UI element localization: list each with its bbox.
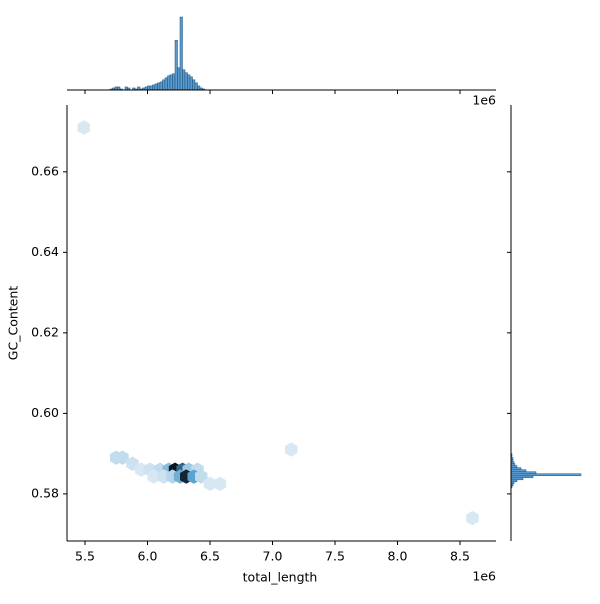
y-tick-label: 0.64 bbox=[31, 244, 59, 259]
hist-bar bbox=[147, 85, 151, 91]
y-tick-label: 0.58 bbox=[31, 485, 59, 500]
x-offset-label: 1e6 bbox=[472, 569, 496, 584]
x-tick-label: 6.0 bbox=[138, 549, 158, 564]
hist-bar bbox=[197, 85, 201, 91]
x-tick-label: 5.5 bbox=[75, 549, 95, 564]
hist-bar bbox=[510, 465, 518, 468]
hist-bar bbox=[510, 473, 582, 477]
hex-cell bbox=[285, 442, 298, 457]
hist-bar bbox=[189, 76, 193, 91]
hist-bar bbox=[177, 67, 181, 91]
y-tick-label: 0.62 bbox=[31, 324, 59, 339]
x-axis-label: total_length bbox=[243, 570, 318, 585]
y-tick-label: 0.66 bbox=[31, 163, 59, 178]
hex-cell bbox=[466, 510, 479, 526]
hist-bar bbox=[174, 40, 178, 91]
hist-bar bbox=[510, 477, 524, 481]
hex-cell bbox=[116, 450, 129, 465]
x-tick-label: 6.5 bbox=[200, 549, 220, 564]
hist-bar bbox=[154, 83, 158, 91]
hist-bar bbox=[510, 479, 518, 483]
y-tick-label: 0.60 bbox=[31, 405, 59, 420]
hist-bar bbox=[192, 79, 196, 91]
hist-bar bbox=[187, 74, 191, 91]
hex-cell bbox=[77, 120, 90, 135]
hex-cell bbox=[213, 476, 227, 491]
hist-bar bbox=[152, 84, 156, 91]
hist-bar bbox=[179, 16, 183, 91]
hist-bar bbox=[149, 85, 153, 91]
hist-bar bbox=[194, 82, 198, 91]
hist-bar bbox=[510, 469, 527, 473]
hist-bar bbox=[157, 82, 161, 91]
hist-bar bbox=[162, 79, 166, 91]
hist-bar bbox=[167, 75, 171, 91]
hist-bar bbox=[182, 69, 186, 91]
hist-bar bbox=[510, 471, 537, 475]
hist-bar bbox=[169, 74, 173, 91]
hist-bar bbox=[159, 81, 163, 91]
x-tick-label: 7.5 bbox=[325, 549, 345, 564]
x-tick-label: 8.0 bbox=[388, 549, 408, 564]
hex-cell bbox=[147, 469, 160, 484]
hist-bar bbox=[510, 475, 534, 479]
hex-cell bbox=[203, 476, 217, 491]
hist-bar bbox=[184, 72, 188, 91]
hist-bar bbox=[510, 467, 522, 470]
y-axis-label: GC_Content bbox=[6, 286, 21, 360]
hist-bar bbox=[172, 73, 176, 91]
hist-bar bbox=[510, 463, 516, 466]
x-tick-label: 8.5 bbox=[450, 549, 470, 564]
hist-bar bbox=[164, 77, 168, 91]
x-offset-label: 1e6 bbox=[472, 93, 496, 108]
x-tick-label: 7.0 bbox=[263, 549, 283, 564]
